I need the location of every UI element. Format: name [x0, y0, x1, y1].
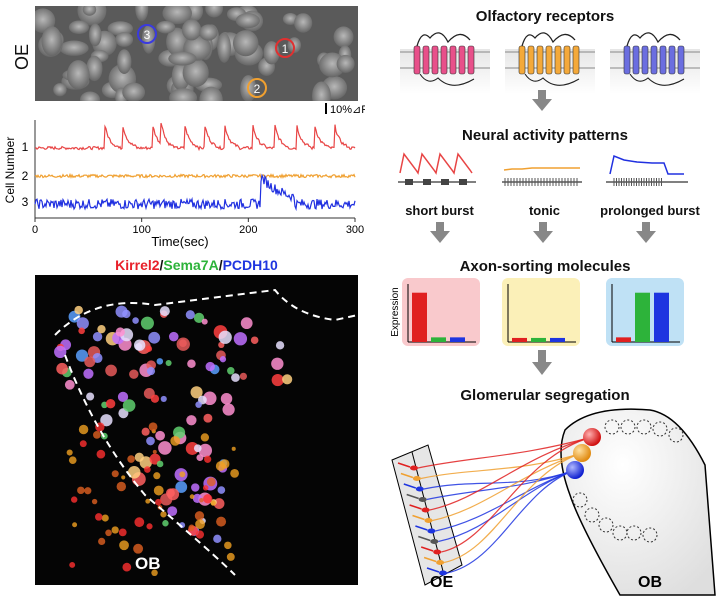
expression-bar — [635, 292, 650, 342]
bottom-ob-label: OB — [638, 574, 662, 591]
trace-y-label: Cell Number — [3, 137, 17, 204]
oe-micrograph: 3 1 2 — [35, 6, 358, 101]
svg-text:1: 1 — [282, 42, 289, 56]
trace-x-tick: 0 — [32, 224, 38, 236]
oe-axis-label: OE — [12, 43, 32, 70]
trace-x-tick: 300 — [346, 224, 364, 236]
trace-cell-2 — [34, 172, 356, 180]
arrow-down-2 — [430, 222, 450, 243]
trace-x-tick: 200 — [239, 224, 257, 236]
expression-charts: Expression — [390, 278, 684, 346]
row-label-1: 1 — [22, 140, 29, 154]
title-molecules: Axon-sorting molecules — [459, 258, 631, 275]
cell-marker-1 — [275, 38, 295, 58]
pattern-prolonged-burst: prolonged burst — [600, 203, 700, 218]
trace-x-tick: 100 — [132, 224, 150, 236]
title-glomerular: Glomerular segregation — [460, 387, 630, 404]
cell-marker-2 — [247, 78, 267, 98]
arrow-down-1 — [532, 90, 552, 111]
expression-bar — [431, 337, 446, 342]
pattern-short-burst: short burst — [405, 203, 474, 218]
row-label-3: 3 — [22, 195, 29, 209]
expression-bar — [512, 337, 527, 342]
bottom-oe-label: OE — [430, 574, 453, 591]
expression-bar — [616, 337, 631, 342]
arrow-down-3 — [533, 222, 553, 243]
title-receptors: Olfactory receptors — [475, 8, 615, 25]
calcium-trace-chart: Cell Number Time(sec) 10%⊿F/F 0 100 200 300… — [3, 103, 365, 249]
trace-cell-3 — [34, 173, 356, 212]
ob-label: OB — [135, 554, 161, 573]
expression-bar — [450, 337, 465, 342]
ob-micrograph: OB — [35, 275, 358, 585]
stain-pcdh10: PCDH10 — [222, 257, 278, 273]
arrow-down-5 — [532, 350, 552, 375]
pattern-tonic: tonic — [528, 203, 561, 218]
expression-bar — [412, 292, 427, 342]
svg-text:2: 2 — [254, 82, 261, 96]
expression-bar — [550, 337, 565, 342]
stain-title: Kirrel2/Sema7A/PCDH10 — [115, 257, 278, 273]
title-activity: Neural activity patterns — [462, 127, 628, 144]
stain-sema7a: Sema7A — [163, 257, 219, 273]
expression-bar — [654, 292, 669, 342]
trace-x-label: Time(sec) — [151, 234, 208, 249]
activity-patterns — [398, 152, 688, 186]
row-label-2: 2 — [22, 169, 29, 183]
trace-cell-1 — [35, 122, 356, 152]
cell-marker-3 — [137, 24, 157, 44]
stain-kirrel2: Kirrel2 — [115, 257, 160, 273]
expression-bar — [531, 337, 546, 342]
arrow-down-4 — [636, 222, 656, 243]
svg-text:3: 3 — [144, 28, 151, 42]
scalebar-label: 10%⊿F/F — [330, 104, 365, 116]
glomerular-diagram: OE OB — [391, 408, 716, 596]
receptor-panels — [400, 32, 700, 94]
expression-y-label: Expression — [390, 287, 401, 336]
